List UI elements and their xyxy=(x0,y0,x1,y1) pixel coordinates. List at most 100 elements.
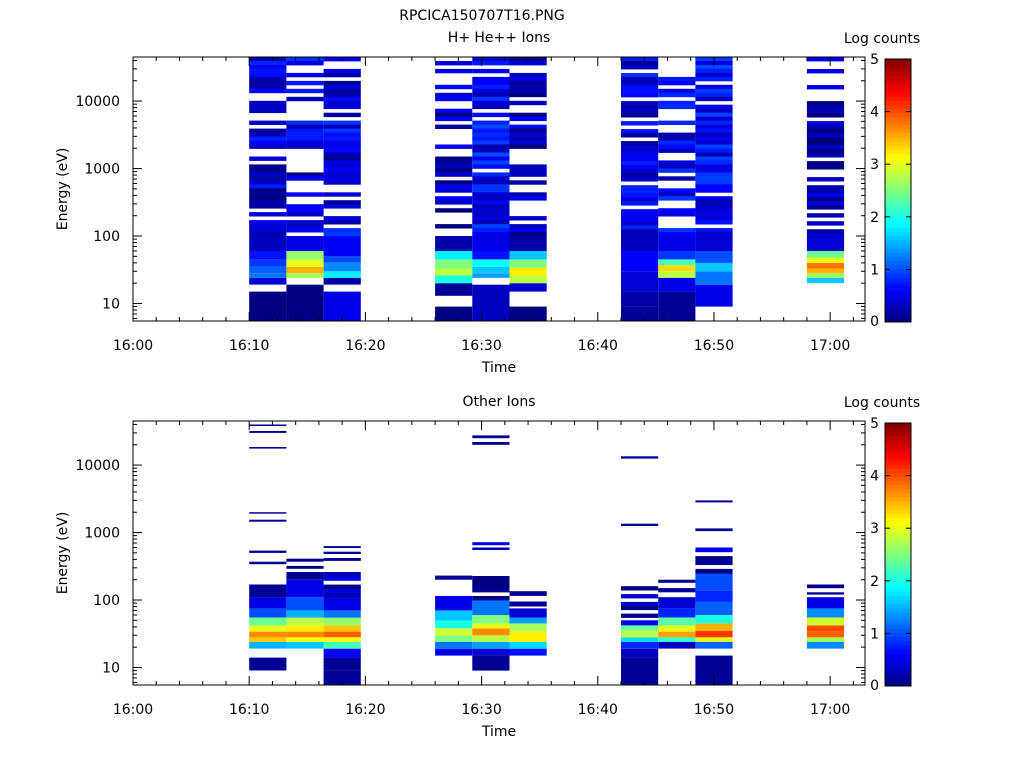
colorbar-swatch xyxy=(885,194,911,200)
heatmap-cell xyxy=(621,233,659,251)
heatmap-cell xyxy=(695,65,733,70)
heatmap-cell xyxy=(286,61,324,66)
colorbar-swatch xyxy=(885,120,911,126)
heatmap-cell xyxy=(806,637,845,642)
heatmap-cell xyxy=(806,205,845,210)
heatmap-cell xyxy=(323,92,361,98)
heatmap-cell xyxy=(435,275,473,284)
heatmap-cell xyxy=(435,306,473,321)
heatmap-cell xyxy=(695,232,733,237)
heatmap-cell xyxy=(249,176,287,181)
heatmap-cell xyxy=(695,623,733,631)
x-tick-label: 16:00 xyxy=(113,338,153,354)
heatmap-cell xyxy=(472,236,510,251)
heatmap-cell xyxy=(472,584,510,589)
y-tick-label: 10000 xyxy=(75,458,120,474)
heatmap-cell xyxy=(509,116,547,122)
heatmap-cell xyxy=(286,124,324,129)
heatmap-cell xyxy=(695,556,733,561)
heatmap-cell xyxy=(249,424,287,426)
heatmap-cell xyxy=(472,580,510,585)
heatmap-cell xyxy=(621,173,659,178)
heatmap-cell xyxy=(509,648,547,656)
heatmap-cell xyxy=(249,76,287,82)
heatmap-cell xyxy=(286,144,324,149)
heatmap-cell xyxy=(323,72,361,78)
colorbar-swatch xyxy=(885,297,911,302)
colorbar-swatch xyxy=(885,260,911,265)
heatmap-cell xyxy=(286,140,324,145)
heatmap-cell xyxy=(472,76,510,82)
colorbar-tick-label: 3 xyxy=(870,157,879,173)
heatmap-cell xyxy=(658,588,696,593)
heatmap-cell xyxy=(286,558,324,562)
heatmap-cell xyxy=(658,637,696,642)
heatmap-cell xyxy=(323,140,361,145)
colorbar-swatch xyxy=(885,182,911,187)
heatmap-cell xyxy=(286,57,324,62)
heatmap-cell xyxy=(323,180,361,185)
heatmap-cell xyxy=(695,547,733,553)
heatmap-cell xyxy=(249,512,287,514)
colorbar-swatch xyxy=(885,59,911,64)
heatmap-cell xyxy=(435,172,473,177)
heatmap-cell xyxy=(695,184,733,189)
heatmap-cell xyxy=(695,160,733,165)
heatmap-cell xyxy=(249,273,287,278)
heatmap-cell xyxy=(249,224,287,229)
colorbar-swatch xyxy=(885,575,911,580)
heatmap-cell xyxy=(435,68,473,74)
colorbar-swatch xyxy=(885,451,911,457)
heatmap-cell xyxy=(695,72,733,78)
heatmap-cell xyxy=(249,65,287,70)
x-tick-label: 16:20 xyxy=(345,338,385,354)
heatmap-cell xyxy=(806,213,845,218)
heatmap-cell xyxy=(286,236,324,251)
heatmap-cell xyxy=(658,579,696,583)
x-tick-label: 16:20 xyxy=(345,702,385,718)
heatmap-cell xyxy=(472,641,510,649)
heatmap-cell xyxy=(658,597,696,609)
heatmap-cell xyxy=(472,220,510,225)
heatmap-cell xyxy=(695,196,733,201)
colorbar-tick-label: 4 xyxy=(870,469,879,485)
heatmap-cell xyxy=(806,57,845,62)
heatmap-cell xyxy=(621,217,659,222)
heatmap-cell xyxy=(695,601,733,615)
heatmap-cell xyxy=(323,277,361,285)
heatmap-cell xyxy=(323,256,361,263)
colorbar-swatch xyxy=(885,132,911,138)
heatmap-cell xyxy=(323,112,361,118)
heatmap-cell xyxy=(621,637,659,642)
colorbar-swatch xyxy=(885,293,911,298)
colorbar-swatch xyxy=(885,317,911,323)
heatmap-cell xyxy=(806,233,845,251)
heatmap-cell xyxy=(472,92,510,98)
heatmap-cell xyxy=(472,224,510,229)
colorbar-swatch xyxy=(885,644,911,650)
heatmap-cell xyxy=(323,617,361,626)
heatmap-cell xyxy=(323,204,361,209)
colorbar-swatch xyxy=(885,443,911,449)
heatmap-cell xyxy=(509,608,547,618)
heatmap-cell xyxy=(249,608,287,618)
heatmap-cell xyxy=(286,625,324,632)
heatmap-cell xyxy=(509,275,547,284)
heatmap-cell xyxy=(621,193,659,198)
heatmap-cell xyxy=(435,620,473,629)
heatmap-cell xyxy=(286,228,324,233)
heatmap-cell xyxy=(249,68,287,74)
heatmap-cell xyxy=(658,140,696,145)
heatmap-cell xyxy=(509,236,547,251)
heatmap-cell xyxy=(621,149,659,154)
heatmap-cell xyxy=(658,164,696,169)
colorbar-swatch xyxy=(885,186,911,191)
heatmap-cell xyxy=(658,188,696,193)
heatmap-cell xyxy=(249,641,287,649)
heatmap-cell xyxy=(249,132,287,137)
heatmap-cell xyxy=(621,201,659,206)
heatmap-cell xyxy=(621,613,659,618)
heatmap-cell xyxy=(435,96,473,102)
heatmap-cell xyxy=(621,456,659,459)
heatmap-cell xyxy=(249,196,287,201)
